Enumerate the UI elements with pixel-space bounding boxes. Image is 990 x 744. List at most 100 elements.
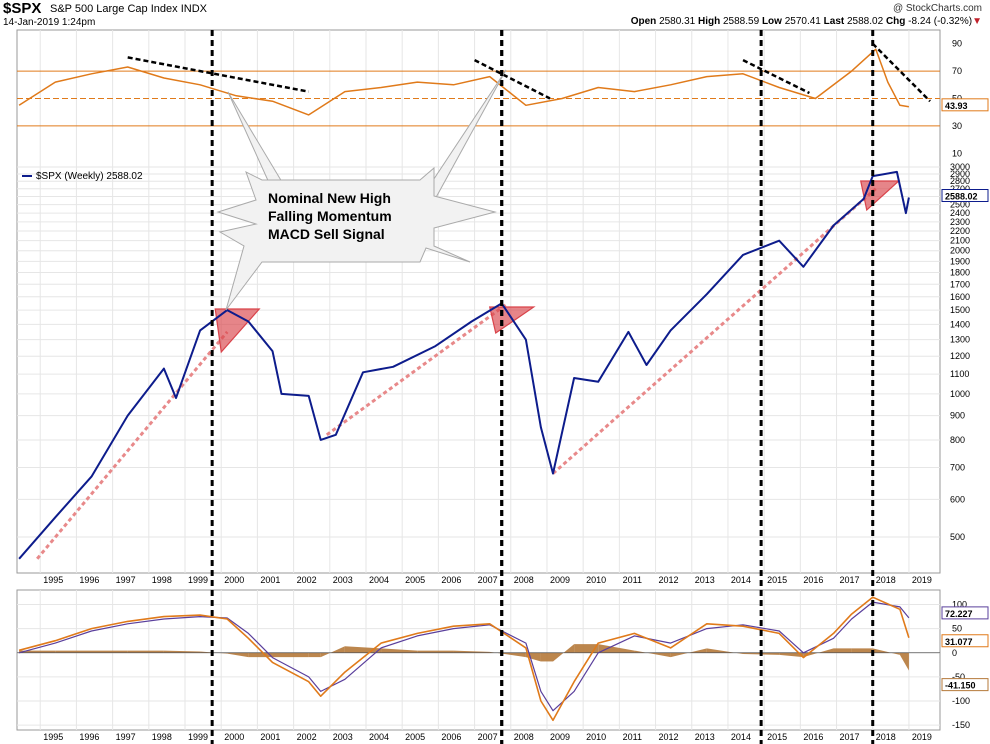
price-tick-1700: 1700	[950, 279, 970, 289]
histogram-bar	[308, 652, 321, 658]
macd-panel	[16, 589, 941, 731]
price-tick-1900: 1900	[950, 256, 970, 266]
top-marker-1	[214, 308, 261, 354]
price-last-value-box	[941, 189, 989, 203]
price-year-label: 2009	[550, 575, 570, 585]
macd-tick-50: 50	[952, 624, 962, 634]
price-legend: $SPX (Weekly) 2588.02	[22, 171, 143, 182]
price-year-label: 2004	[369, 575, 389, 585]
macd-tick-100: 100	[952, 599, 967, 609]
histogram-bar	[634, 650, 671, 658]
momentum-trendlines	[127, 42, 931, 103]
macd-tick--50: -50	[952, 672, 965, 682]
price-tick-2400: 2400	[950, 208, 970, 218]
signal-line	[18, 601, 910, 712]
histogram-bar	[803, 648, 834, 658]
price-tick-2900: 2900	[950, 169, 970, 179]
price-year-label: 2013	[695, 575, 715, 585]
price-tick-1100: 1100	[950, 369, 969, 379]
price-year-label: 2011	[623, 575, 642, 585]
macd-tick-0: 0	[952, 648, 957, 658]
histogram-bar	[833, 648, 852, 653]
exchange: INDX	[180, 3, 207, 15]
macd-year-label: 2009	[550, 732, 570, 742]
macd-year-label: 2013	[695, 732, 715, 742]
price-year-label: 2008	[514, 575, 534, 585]
price-tick-2300: 2300	[950, 217, 970, 227]
macd-year-label: 2010	[586, 732, 606, 742]
price-tick-3000: 3000	[950, 162, 970, 172]
macd-year-label: 2016	[803, 732, 823, 742]
macd-year-label: 2001	[260, 732, 280, 742]
price-year-label: 2010	[586, 575, 606, 585]
signal-last-value-box	[941, 606, 989, 620]
momentum-trendline-4	[871, 42, 931, 103]
callout-body	[216, 166, 497, 311]
macd-year-label: 2004	[369, 732, 389, 742]
macd-year-label: 2008	[514, 732, 534, 742]
histogram-bar	[417, 650, 454, 653]
momentum-trendline-2	[474, 59, 551, 100]
brand[interactable]: @ StockCharts.com	[892, 3, 982, 14]
price-tick-1200: 1200	[950, 351, 970, 361]
price-year-label: 2018	[876, 575, 896, 585]
macd-year-label: 2002	[297, 732, 317, 742]
price-year-label: 1998	[152, 575, 172, 585]
price-year-label: 2005	[405, 575, 425, 585]
quote-summary: Open 2580.31 High 2588.59 Low 2570.41 La…	[631, 16, 982, 27]
price-tick-1600: 1600	[950, 292, 970, 302]
top-marker-3	[859, 180, 901, 212]
macd-year-label: 1998	[152, 732, 172, 742]
histogram-bar	[381, 648, 418, 653]
histogram-bar	[453, 650, 490, 653]
price-year-label: 2001	[260, 575, 280, 585]
support-trendline-2	[325, 302, 509, 437]
callout-annotation: Nominal New High Falling Momentum MACD S…	[268, 189, 392, 243]
price-tick-700: 700	[950, 463, 965, 473]
price-tick-2200: 2200	[950, 226, 970, 236]
low-value: 2570.41	[784, 16, 821, 27]
histogram-bar	[127, 650, 164, 653]
signal-last-value: 72.227	[945, 609, 973, 619]
macd-line	[18, 596, 910, 722]
histogram-bar	[489, 651, 526, 658]
histogram-bar	[670, 648, 707, 658]
callout-shape	[216, 30, 507, 744]
price-year-label: 2019	[912, 575, 932, 585]
macd-year-label: 2000	[224, 732, 244, 742]
price-tick-1400: 1400	[950, 319, 970, 329]
chg-arrow-icon: ▼	[972, 16, 982, 27]
histogram-bar	[598, 644, 635, 653]
price-tick-2000: 2000	[950, 246, 970, 256]
index-title: S&P 500 Large Cap Index	[50, 3, 178, 15]
price-year-label: 1995	[43, 575, 63, 585]
rsi-tick-30: 30	[952, 121, 962, 131]
price-year-label: 2012	[659, 575, 679, 585]
price-year-label: 2007	[478, 575, 498, 585]
price-tick-500: 500	[950, 532, 965, 542]
histogram-last-value: -41.150	[945, 681, 976, 691]
high-label: High	[698, 16, 721, 27]
macd-year-label: 1997	[116, 732, 136, 742]
price-last-value: 2588.02	[945, 192, 978, 202]
price-year-label: 2006	[441, 575, 461, 585]
histogram-bar	[574, 644, 599, 653]
histogram-bar	[91, 650, 128, 653]
support-trendlines	[36, 187, 877, 560]
price-year-label: 2002	[297, 575, 317, 585]
price-tick-1300: 1300	[950, 335, 970, 345]
support-trendline-3	[552, 187, 877, 475]
macd-tick--100: -100	[952, 696, 970, 706]
callout-line-2: Falling Momentum	[268, 208, 392, 224]
histogram-last-value-box	[941, 678, 989, 692]
price-tick-1800: 1800	[950, 267, 970, 277]
macd-histogram	[17, 644, 940, 671]
chg-label: Chg	[885, 16, 906, 27]
chg-value: -8.24 (-0.32%)	[908, 16, 973, 27]
price-year-label: 2014	[731, 575, 751, 585]
price-tick-800: 800	[950, 435, 965, 445]
macd-year-label: 2012	[659, 732, 679, 742]
macd-year-label: 2015	[767, 732, 787, 742]
support-trendline-1	[36, 330, 229, 560]
